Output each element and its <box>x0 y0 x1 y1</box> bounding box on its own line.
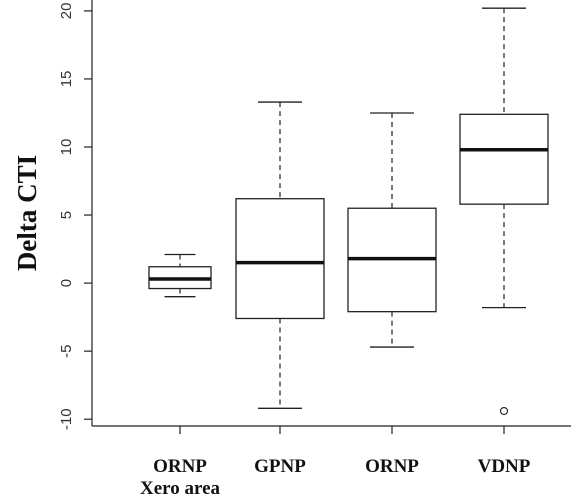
box-1 <box>148 253 212 298</box>
box-2 <box>235 101 325 409</box>
y-tick-label: 15 <box>58 71 75 88</box>
y-tick-label: -5 <box>58 344 75 357</box>
axes: -10 -5 0 5 10 15 20 <box>58 0 571 434</box>
y-axis-title: Delta CTI <box>12 155 42 271</box>
box-4 <box>459 7 549 416</box>
iqr-box <box>235 198 325 320</box>
category-label: GPNP <box>254 456 306 477</box>
y-tick-label: 0 <box>58 279 75 287</box>
outlier-point <box>499 406 509 416</box>
box-3 <box>347 112 437 348</box>
category-label: ORNP <box>365 456 419 477</box>
y-tick-label: -10 <box>58 408 75 430</box>
category-label: Xero area <box>140 478 221 499</box>
category-label: VDNP <box>478 456 531 477</box>
y-tick-label: 5 <box>58 211 75 219</box>
y-tick-label: 10 <box>58 139 75 156</box>
category-label: ORNP <box>153 456 207 477</box>
boxes-layer <box>148 7 549 416</box>
iqr-box <box>459 113 549 205</box>
y-tick-label: 20 <box>58 3 75 20</box>
